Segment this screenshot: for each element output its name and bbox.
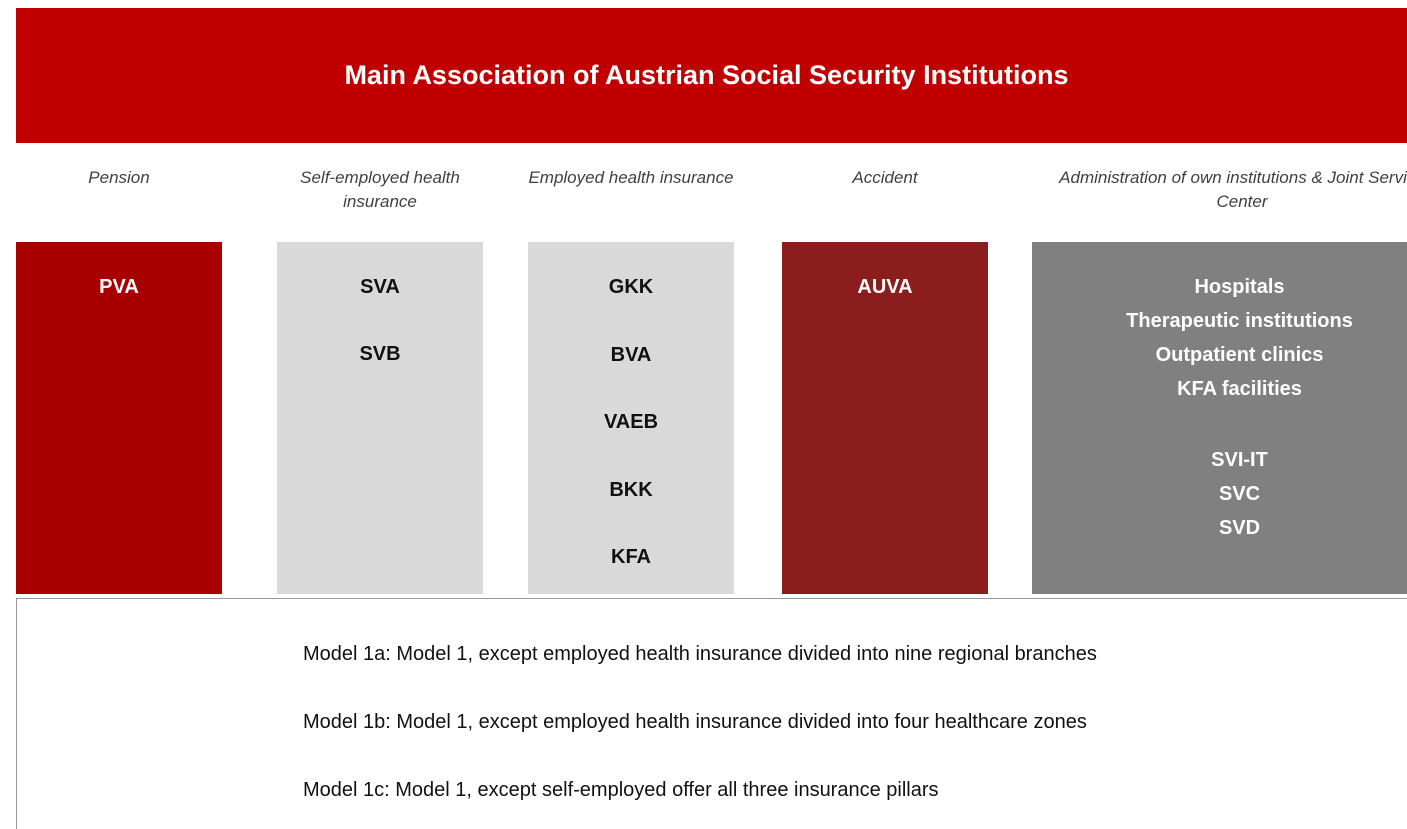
- institution: GKK: [608, 276, 654, 298]
- institution: AUVA: [857, 276, 913, 298]
- column-heading: Self-employed health insurance: [300, 168, 460, 211]
- column-box: AUVA: [782, 242, 988, 594]
- institution: BKK: [609, 478, 653, 501]
- institution: Therapeutic institutions: [1126, 310, 1353, 332]
- institution: PVA: [99, 276, 139, 298]
- banner: Main Association of Austrian Social Secu…: [16, 8, 1407, 143]
- column-box: SVA SVB: [277, 242, 483, 594]
- column-box: PVA: [16, 242, 222, 594]
- institution: SVB: [359, 343, 401, 365]
- institution: SVC: [1218, 483, 1261, 505]
- models-box: Model 1a: Model 1, except employed healt…: [16, 598, 1407, 829]
- column-heading: Employed health insurance: [528, 168, 734, 187]
- model-line: Model 1c: Model 1, except self-employed …: [303, 779, 939, 801]
- column-heading: Accident: [852, 168, 918, 187]
- institution: SVD: [1218, 517, 1261, 539]
- institution: SVI-IT: [1211, 449, 1268, 471]
- institution: KFA facilities: [1177, 378, 1302, 400]
- institution: KFA: [611, 546, 651, 568]
- institution: Outpatient clinics: [1155, 344, 1324, 366]
- column-heading: Pension: [88, 168, 150, 187]
- column-box: Hospitals Therapeutic institutions Outpati…: [1032, 242, 1407, 594]
- institution: SVA: [360, 276, 400, 298]
- institution: Hospitals: [1194, 276, 1285, 298]
- model-line: Model 1b: Model 1, except employed healt…: [303, 711, 1087, 733]
- title: Main Association of Austrian Social Secu…: [344, 60, 1069, 90]
- institution: VAEB: [603, 411, 659, 433]
- institution: BVA: [610, 343, 652, 366]
- column-box: GKK BVA VAEB BKK KFA: [528, 242, 734, 594]
- column-heading: Administration of own institutions & Joi…: [1059, 168, 1407, 211]
- model-line: Model 1a: Model 1, except employed healt…: [303, 643, 1097, 665]
